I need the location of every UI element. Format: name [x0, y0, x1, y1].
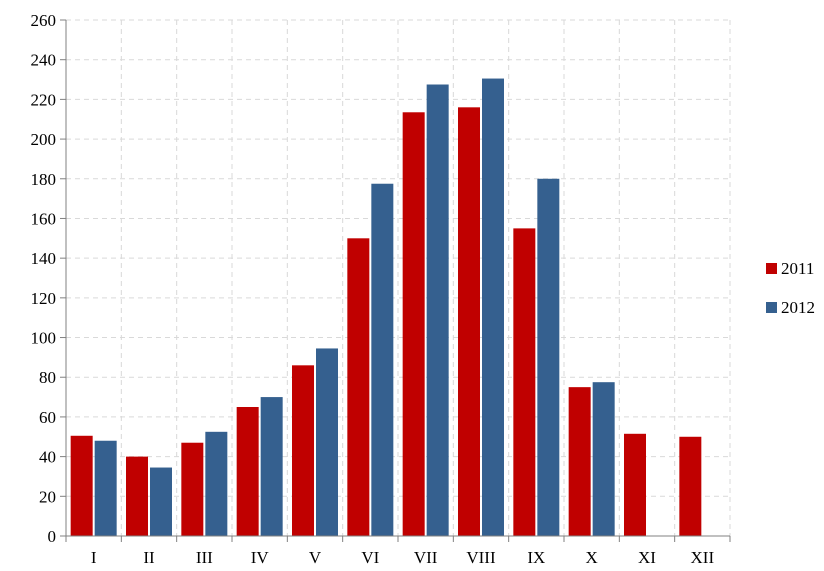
x-tick-label: X [586, 548, 598, 567]
bar-2012-VI [371, 184, 393, 536]
bar-2011-I [71, 436, 93, 536]
y-tick-label: 160 [31, 209, 57, 228]
legend-swatch-2012 [766, 302, 777, 313]
y-tick-label: 0 [48, 527, 57, 546]
y-tick-label: 200 [31, 130, 57, 149]
x-tick-label: IX [527, 548, 545, 567]
bar-2012-IV [261, 397, 283, 536]
y-tick-label: 20 [39, 487, 56, 506]
bar-2012-IX [537, 179, 559, 536]
bar-2012-VII [427, 85, 449, 537]
bars [71, 79, 702, 536]
y-tick-label: 40 [39, 448, 56, 467]
bar-2012-II [150, 468, 172, 536]
x-tick-label: XII [691, 548, 715, 567]
bar-2011-IV [237, 407, 259, 536]
legend-label-2011: 2011 [781, 259, 814, 278]
legend: 2011 2012 [766, 259, 815, 317]
bar-2011-VII [403, 112, 425, 536]
bar-2011-II [126, 457, 148, 536]
bar-2012-VIII [482, 79, 504, 536]
y-tick-label: 180 [31, 170, 57, 189]
bar-2011-VIII [458, 107, 480, 536]
bar-2011-III [181, 443, 203, 536]
bar-2011-XII [679, 437, 701, 536]
bar-2011-VI [347, 238, 369, 536]
y-axis-tick-labels: 0 20 40 60 80 100 120 140 160 180 200 220 240 260 [31, 11, 57, 546]
legend-swatch-2011 [766, 263, 777, 274]
x-axis-tick-labels: I II III IV V VI VII VIII IX X XI XII [91, 548, 715, 567]
bar-2011-IX [513, 228, 535, 536]
bar-2011-V [292, 365, 314, 536]
x-tick-label: III [196, 548, 213, 567]
y-tick-label: 120 [31, 289, 57, 308]
y-tick-label: 80 [39, 368, 56, 387]
y-tick-label: 220 [31, 90, 57, 109]
y-tick-label: 260 [31, 11, 57, 30]
x-tick-label: II [143, 548, 155, 567]
bar-2012-X [593, 382, 615, 536]
x-tick-label: I [91, 548, 97, 567]
y-tick-label: 240 [31, 51, 57, 70]
bar-2011-X [569, 387, 591, 536]
bar-2012-V [316, 348, 338, 536]
x-tick-label: VIII [466, 548, 496, 567]
x-tick-label: XI [638, 548, 656, 567]
y-tick-label: 140 [31, 249, 57, 268]
x-tick-label: VII [414, 548, 438, 567]
bar-2012-III [205, 432, 227, 536]
bar-2012-I [95, 441, 117, 536]
bar-2011-XI [624, 434, 646, 536]
legend-label-2012: 2012 [781, 298, 815, 317]
y-tick-label: 100 [31, 329, 57, 348]
x-tick-label: IV [251, 548, 270, 567]
x-tick-label: VI [361, 548, 379, 567]
y-tick-label: 60 [39, 408, 56, 427]
x-tick-label: V [309, 548, 322, 567]
